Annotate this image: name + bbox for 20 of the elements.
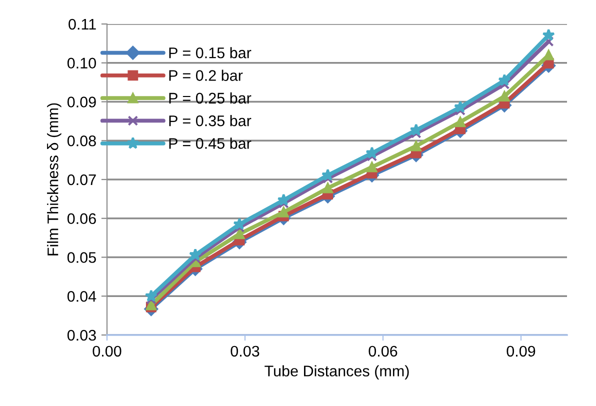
x-tick-label: 0.06 (368, 346, 398, 357)
y-tick-label: 0.08 (67, 135, 96, 146)
legend-label: P = 0.15 bar (169, 47, 252, 58)
legend-label: P = 0.25 bar (169, 92, 252, 104)
y-tick-label: 0.11 (68, 18, 96, 30)
x-axis-title: Tube Distances (mm) (264, 365, 409, 380)
y-tick-label: 0.04 (67, 290, 96, 302)
y-axis-title: Film Thickness δ (mm) (47, 103, 62, 256)
x-tick-label: 0.03 (230, 346, 260, 357)
y-tick-label: 0.06 (67, 213, 96, 224)
legend-label: P = 0.2 bar (169, 70, 243, 81)
y-tick-label: 0.03 (67, 330, 96, 341)
x-tick-label: 0.09 (506, 346, 536, 357)
y-tick-label: 0.05 (67, 252, 96, 263)
y-tick-label: 0.10 (67, 58, 96, 69)
legend-label: P = 0.35 bar (169, 115, 252, 126)
y-tick-label: 0.09 (67, 96, 96, 108)
x-tick-label: 0.00 (92, 346, 122, 357)
legend-label: P = 0.45 bar (169, 138, 252, 149)
y-tick-label: 0.07 (67, 174, 96, 186)
